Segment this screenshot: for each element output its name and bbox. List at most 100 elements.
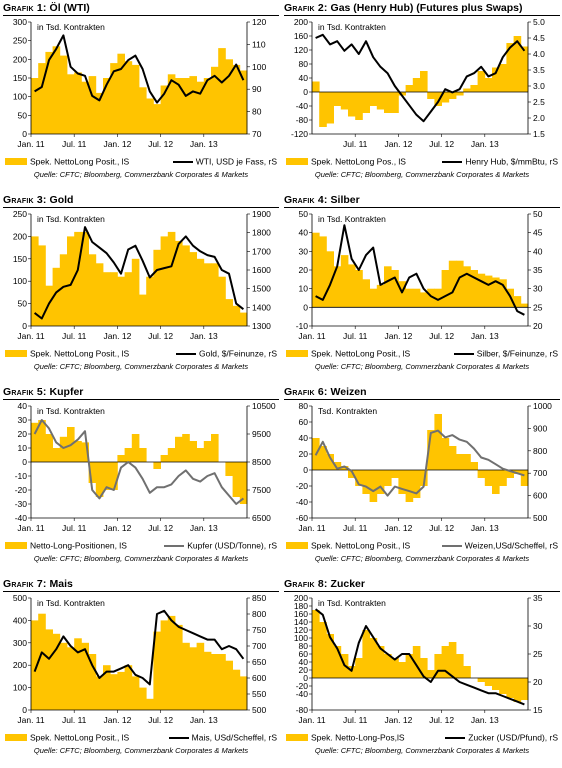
- legend-item-line: WTI, USD je Fass, rS: [172, 156, 277, 167]
- area-bar: [160, 85, 169, 134]
- legend-item-area: Spek. NettoLong Posit., lS: [286, 348, 410, 359]
- left-tick-label: 80: [299, 641, 309, 651]
- area-bar: [38, 245, 46, 326]
- price-line: [314, 429, 525, 497]
- area-bar: [376, 646, 385, 678]
- x-tick-label: Jan. 13: [471, 523, 499, 533]
- right-tick-label: 550: [252, 689, 266, 699]
- legend: Netto-Long-Positionen, lS Kupfer (USD/Ton…: [5, 540, 279, 552]
- area-bar: [384, 266, 392, 308]
- left-tick-label: 20: [299, 665, 309, 675]
- x-tick-label: Jan. 13: [471, 139, 499, 149]
- left-tick-label: 80: [299, 59, 309, 69]
- x-tick-label: Jan. 12: [103, 139, 131, 149]
- area-bar: [211, 66, 219, 134]
- left-tick-label: 200: [294, 17, 308, 27]
- area-bar: [95, 462, 104, 497]
- left-tick-label: -10: [15, 471, 28, 481]
- area-bar: [52, 267, 61, 326]
- chart-title-text: Öl (WTI): [49, 2, 90, 14]
- area-bar: [499, 64, 507, 92]
- legend-swatch-line: [176, 352, 197, 355]
- left-tick-label: 100: [13, 683, 27, 693]
- x-tick-label: Jan. 11: [298, 715, 326, 725]
- chart-plot: 0 100 200 300 400 500 500 550 600 650 700 750 800 850…: [13, 593, 267, 725]
- area-bar: [456, 92, 464, 96]
- left-tick-label: 0: [22, 705, 27, 715]
- area-bar: [319, 92, 327, 127]
- area-bar: [239, 70, 248, 134]
- area-bar: [110, 63, 118, 134]
- area-bar: [348, 264, 356, 308]
- chart-plot: -120 -80 -40 0 40 80 120 160 200 1.5 2.0 2.5 3.0 3.5 4…: [291, 17, 545, 149]
- x-tick-label: Jan. 13: [190, 523, 218, 533]
- source-note: Quelle: CFTC; Bloomberg, Commerzbank Cor…: [33, 746, 249, 755]
- chart-plot: -10 0 10 20 30 40 50 20 25 30 35 40 45 50 Jan. 11 Jul. …: [296, 209, 543, 341]
- legend-swatch-area: [286, 734, 308, 742]
- chart-plot: -40 -30 -20 -10 0 10 20 30 40 6500 7500 8500 9500 105…: [15, 401, 276, 533]
- area-bar: [427, 430, 435, 470]
- legend-item-area: Spek. NettoLong Pos., lS: [286, 156, 406, 167]
- area-bar: [211, 654, 219, 710]
- area-bar: [131, 434, 140, 462]
- x-tick-label: Jul. 12: [148, 715, 173, 725]
- area-bar: [218, 654, 226, 710]
- area-bar: [348, 92, 356, 117]
- area-bar: [492, 277, 500, 308]
- area-bar: [232, 462, 241, 497]
- legend-swatch-area: [5, 350, 27, 358]
- legend-swatch-line: [168, 736, 189, 739]
- area-bar: [333, 92, 342, 106]
- area-bar: [499, 470, 507, 486]
- area-bar: [153, 462, 161, 469]
- area-bar: [103, 272, 111, 326]
- legend-label: Gold, $/Feinunze, rS: [199, 348, 277, 359]
- left-tick-label: 40: [299, 228, 309, 238]
- area-bar: [499, 279, 507, 308]
- x-tick-label: Jan. 11: [17, 139, 45, 149]
- right-tick-label: 1900: [252, 209, 271, 219]
- right-tick-label: 2.5: [533, 97, 545, 107]
- area-bar: [117, 276, 125, 326]
- area-bar: [405, 654, 414, 678]
- area-bar: [167, 231, 176, 326]
- legend-item-line: Silber, $/Feinunze, rS: [453, 348, 558, 359]
- area-bar: [139, 687, 147, 710]
- area-bar: [182, 642, 190, 710]
- x-tick-label: Jul. 11: [343, 715, 368, 725]
- right-tick-label: 800: [252, 609, 266, 619]
- title-rule: [3, 399, 279, 400]
- area-bar: [477, 273, 486, 308]
- area-bar: [434, 92, 442, 106]
- source-note: Quelle: CFTC; Bloomberg, Commerzbank Cor…: [33, 554, 249, 563]
- title-rule: [284, 591, 560, 592]
- area-bar: [520, 678, 529, 700]
- legend-label: Weizen,USd/Scheffel, rS: [464, 540, 558, 551]
- chart-title: Grafik 2: Gas (Henry Hub) (Futures plus …: [284, 2, 560, 15]
- area-bar: [175, 624, 183, 710]
- area-bar: [110, 462, 118, 490]
- area-bar: [499, 678, 507, 694]
- area-bar: [463, 266, 471, 308]
- area-bar: [88, 654, 97, 710]
- area-bar: [333, 646, 342, 678]
- left-tick-label: 150: [13, 73, 27, 83]
- chart-panel-2: Grafik 2: Gas (Henry Hub) (Futures plus …: [284, 2, 560, 192]
- area-bar: [448, 446, 457, 470]
- area-bar: [427, 288, 435, 308]
- area-bar: [88, 76, 97, 134]
- area-bar: [326, 634, 334, 678]
- legend-swatch-area: [286, 350, 308, 358]
- left-tick-label: 40: [299, 73, 309, 83]
- right-tick-label: 1600: [252, 265, 271, 275]
- area-bar: [456, 654, 464, 678]
- area-bar: [326, 92, 334, 124]
- x-tick-label: Jan. 12: [103, 523, 131, 533]
- right-tick-label: 1500: [252, 284, 271, 294]
- left-tick-label: 0: [303, 87, 308, 97]
- legend-item-line: Henry Hub, $/mmBtu, rS: [442, 156, 558, 167]
- right-tick-label: 850: [252, 593, 266, 603]
- area-bar: [326, 454, 334, 470]
- area-bar: [81, 442, 89, 462]
- x-tick-label: Jan. 13: [471, 331, 499, 341]
